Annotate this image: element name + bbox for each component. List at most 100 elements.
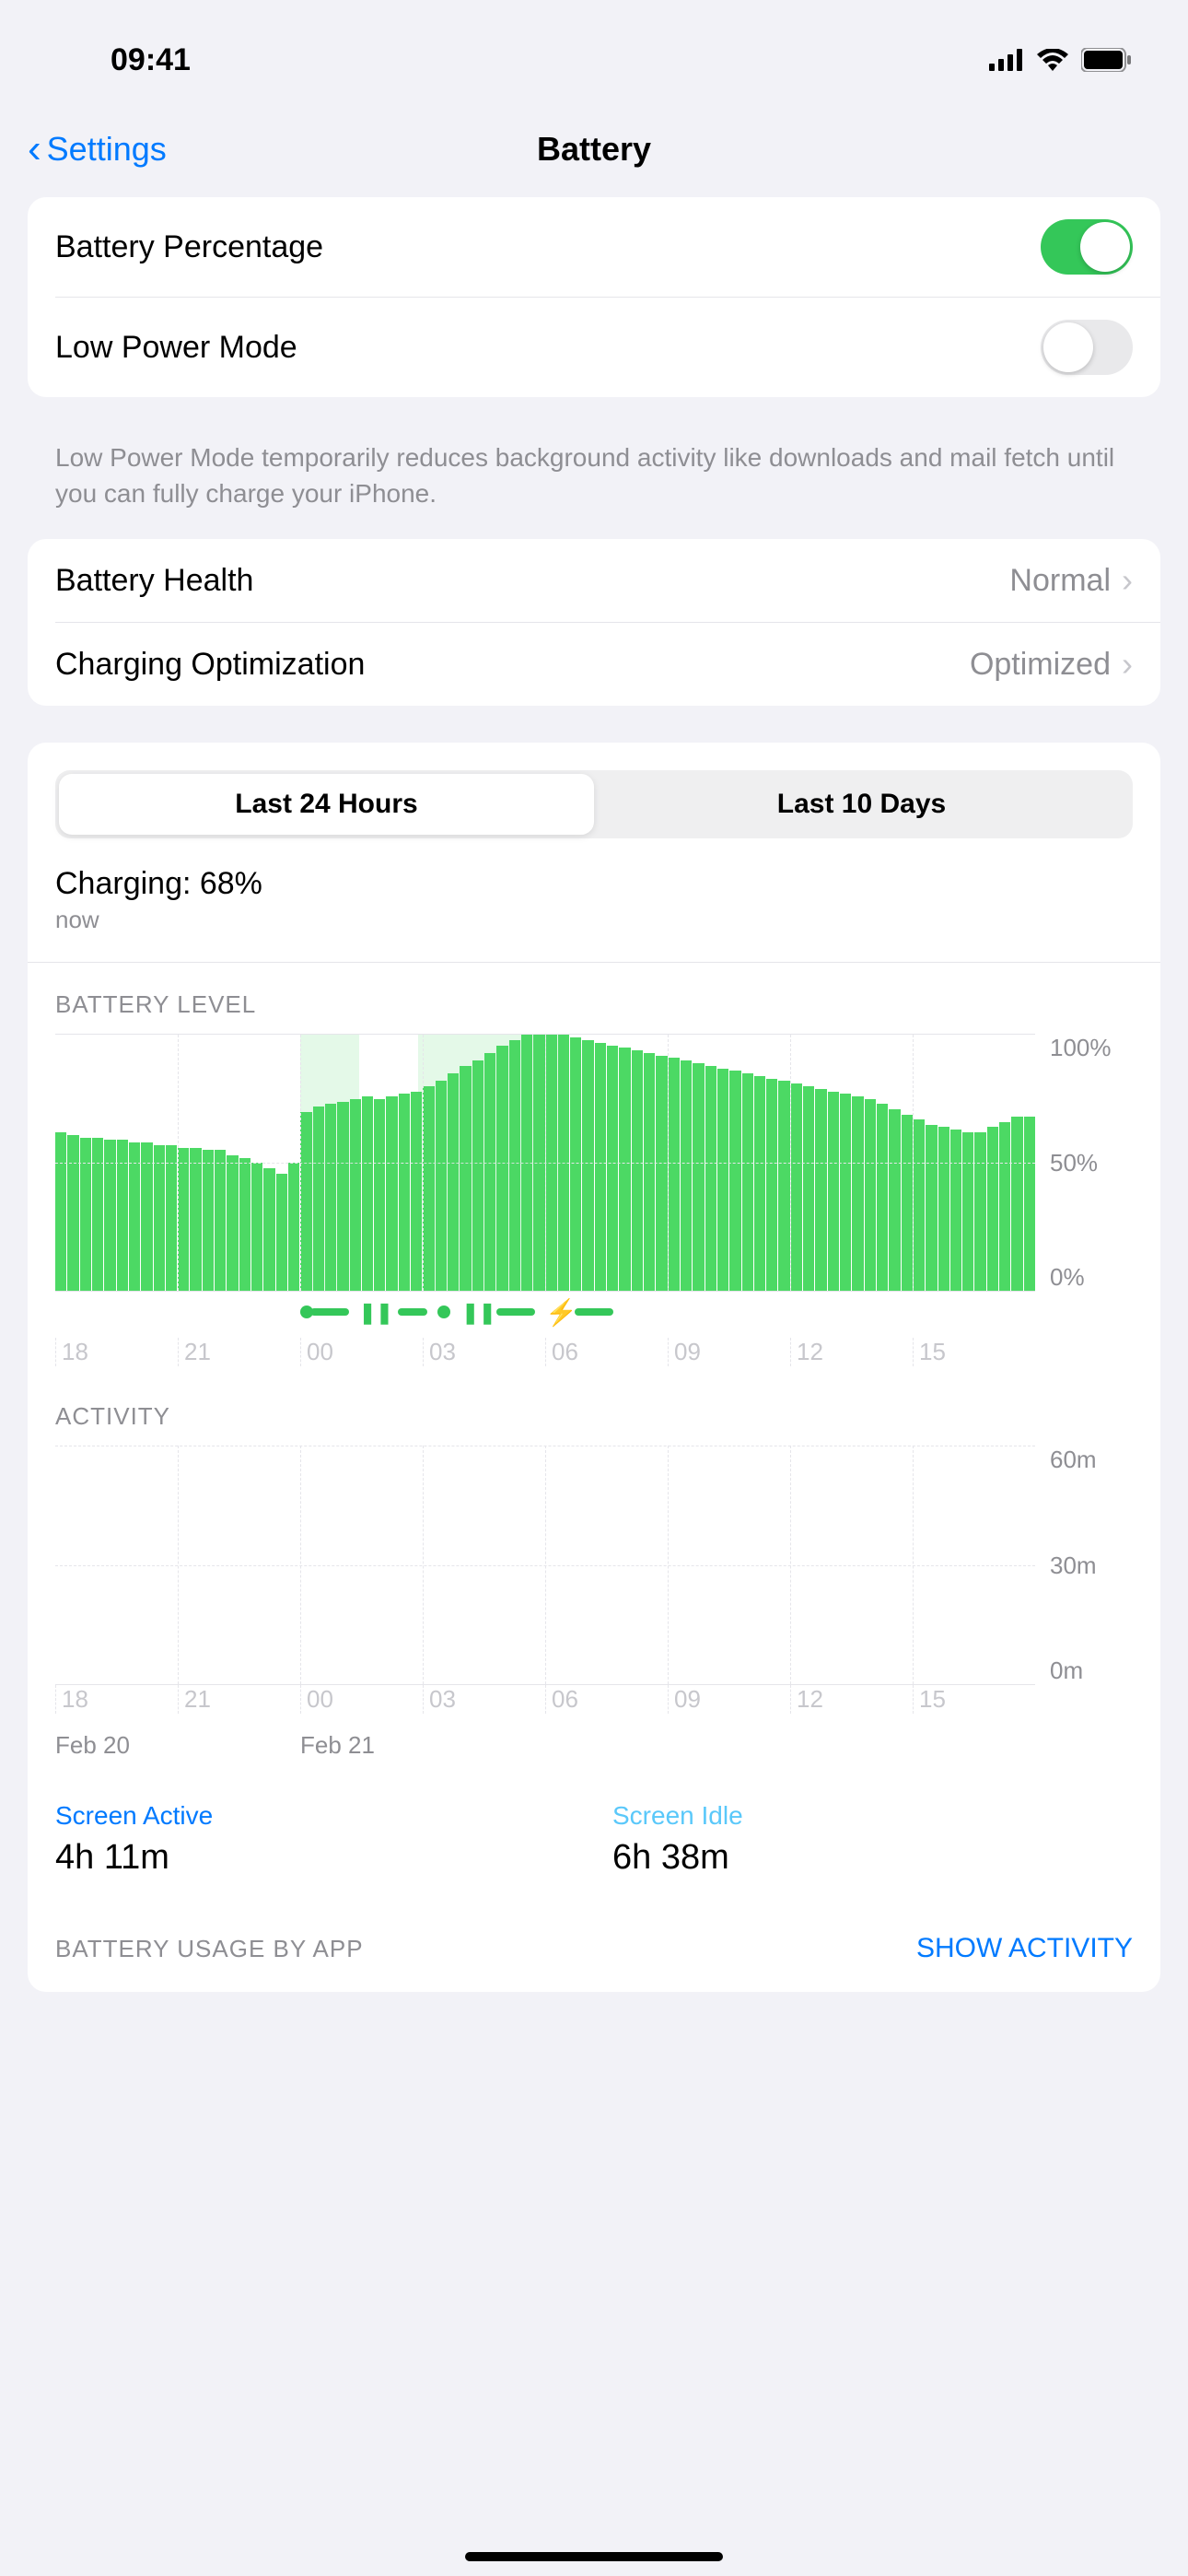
chevron-right-icon: › [1122,561,1133,600]
battery-bar [950,1130,961,1291]
battery-bar [644,1053,655,1292]
battery-bar [902,1115,913,1292]
y-label: 30m [1050,1551,1133,1580]
battery-bar [914,1119,925,1291]
back-label: Settings [47,130,167,169]
x-label: 12 [790,1338,823,1366]
chart-section: Last 24 Hours Last 10 Days Charging: 68%… [28,743,1160,1992]
x-label: 06 [545,1685,578,1714]
x-label: 18 [55,1338,88,1366]
screen-idle-stat: Screen Idle 6h 38m [612,1801,1133,1878]
battery-bar [227,1155,238,1291]
battery-bar [190,1148,201,1292]
battery-bar [803,1086,814,1291]
screen-active-stat: Screen Active 4h 11m [55,1801,576,1878]
battery-bar [693,1063,704,1291]
battery-bar [962,1132,973,1291]
charging-optimization-label: Charging Optimization [55,647,365,683]
back-button[interactable]: ‹ Settings [28,129,167,170]
status-time: 09:41 [111,42,191,78]
battery-bar [791,1083,802,1291]
show-activity-button[interactable]: SHOW ACTIVITY [916,1933,1133,1964]
battery-bar [632,1050,643,1291]
battery-bar [926,1125,937,1292]
battery-percentage-row: Battery Percentage [28,197,1160,297]
charging-band [300,1035,359,1291]
battery-bar [1024,1117,1035,1291]
tab-10-days[interactable]: Last 10 Days [594,774,1129,835]
y-label: 50% [1050,1149,1133,1177]
page-title: Battery [537,130,651,169]
screen-idle-value: 6h 38m [612,1838,1133,1878]
cellular-icon [989,49,1024,71]
battery-bar [999,1122,1010,1291]
x-label: 09 [668,1685,701,1714]
screen-idle-label: Screen Idle [612,1801,1133,1831]
x-label: 15 [913,1338,946,1366]
charging-when: now [55,906,1133,934]
battery-bar [80,1138,91,1292]
charging-optimization-row[interactable]: Charging Optimization Optimized › [55,622,1160,706]
wifi-icon [1037,49,1068,71]
battery-bar [852,1096,863,1291]
battery-bar [67,1135,78,1292]
screen-active-value: 4h 11m [55,1838,576,1878]
battery-bar [55,1132,66,1291]
battery-bar [974,1132,985,1291]
battery-bar [582,1040,593,1291]
time-range-segmented: Last 24 Hours Last 10 Days [55,770,1133,838]
nav-header: ‹ Settings Battery [0,111,1188,197]
activity-x-axis: 1821000306091215 [55,1685,1035,1722]
battery-bar [717,1069,728,1292]
x-label: 12 [790,1685,823,1714]
battery-health-value: Normal [1009,563,1111,599]
home-indicator[interactable] [465,2552,723,2561]
battery-bar [656,1056,667,1292]
y-label: 0m [1050,1657,1133,1685]
health-section: Battery Health Normal › Charging Optimiz… [28,539,1160,706]
battery-bar [374,1099,385,1292]
battery-bar [865,1099,876,1292]
battery-health-row[interactable]: Battery Health Normal › [28,539,1160,622]
date-1: Feb 20 [55,1731,130,1760]
battery-bar [117,1140,128,1291]
y-label: 60m [1050,1446,1133,1474]
battery-bar [178,1148,189,1292]
battery-bar [276,1174,287,1292]
x-label: 00 [300,1338,333,1366]
battery-percentage-toggle[interactable] [1041,219,1133,275]
battery-bar [778,1081,789,1291]
x-label: 21 [178,1685,211,1714]
x-label: 09 [668,1338,701,1366]
battery-bar [1011,1117,1022,1291]
battery-bar [141,1142,152,1291]
lpm-footer: Low Power Mode temporarily reduces backg… [0,425,1188,539]
chevron-right-icon: › [1122,645,1133,684]
battery-bar [938,1127,949,1291]
battery-bar [154,1145,165,1291]
low-power-mode-row: Low Power Mode [55,297,1160,397]
battery-bar [840,1094,851,1291]
battery-bar [166,1145,177,1291]
low-power-mode-toggle[interactable] [1041,320,1133,375]
battery-bar [742,1073,753,1291]
battery-bar [607,1046,618,1292]
charging-band [418,1035,565,1291]
activity-y-axis: 60m 30m 0m [1050,1446,1133,1685]
battery-bar [595,1043,606,1292]
y-label: 100% [1050,1034,1133,1062]
battery-y-axis: 100%50%0% [1050,1034,1133,1292]
battery-level-chart: ❚❚ ❚❚ ⚡ 1821000306091215 100%50%0% [55,1034,1133,1375]
battery-bar [889,1109,900,1291]
battery-bar [263,1168,274,1291]
battery-bar [669,1058,680,1291]
battery-health-label: Battery Health [55,563,253,599]
tab-24-hours[interactable]: Last 24 Hours [59,774,594,835]
x-label: 15 [913,1685,946,1714]
charging-indicator: ❚❚ ❚❚ ⚡ [55,1301,1035,1338]
battery-bar [386,1096,397,1291]
battery-bar [619,1048,630,1291]
battery-bar [92,1138,103,1292]
battery-level-title: BATTERY LEVEL [55,990,1133,1019]
chevron-left-icon: ‹ [28,129,41,170]
